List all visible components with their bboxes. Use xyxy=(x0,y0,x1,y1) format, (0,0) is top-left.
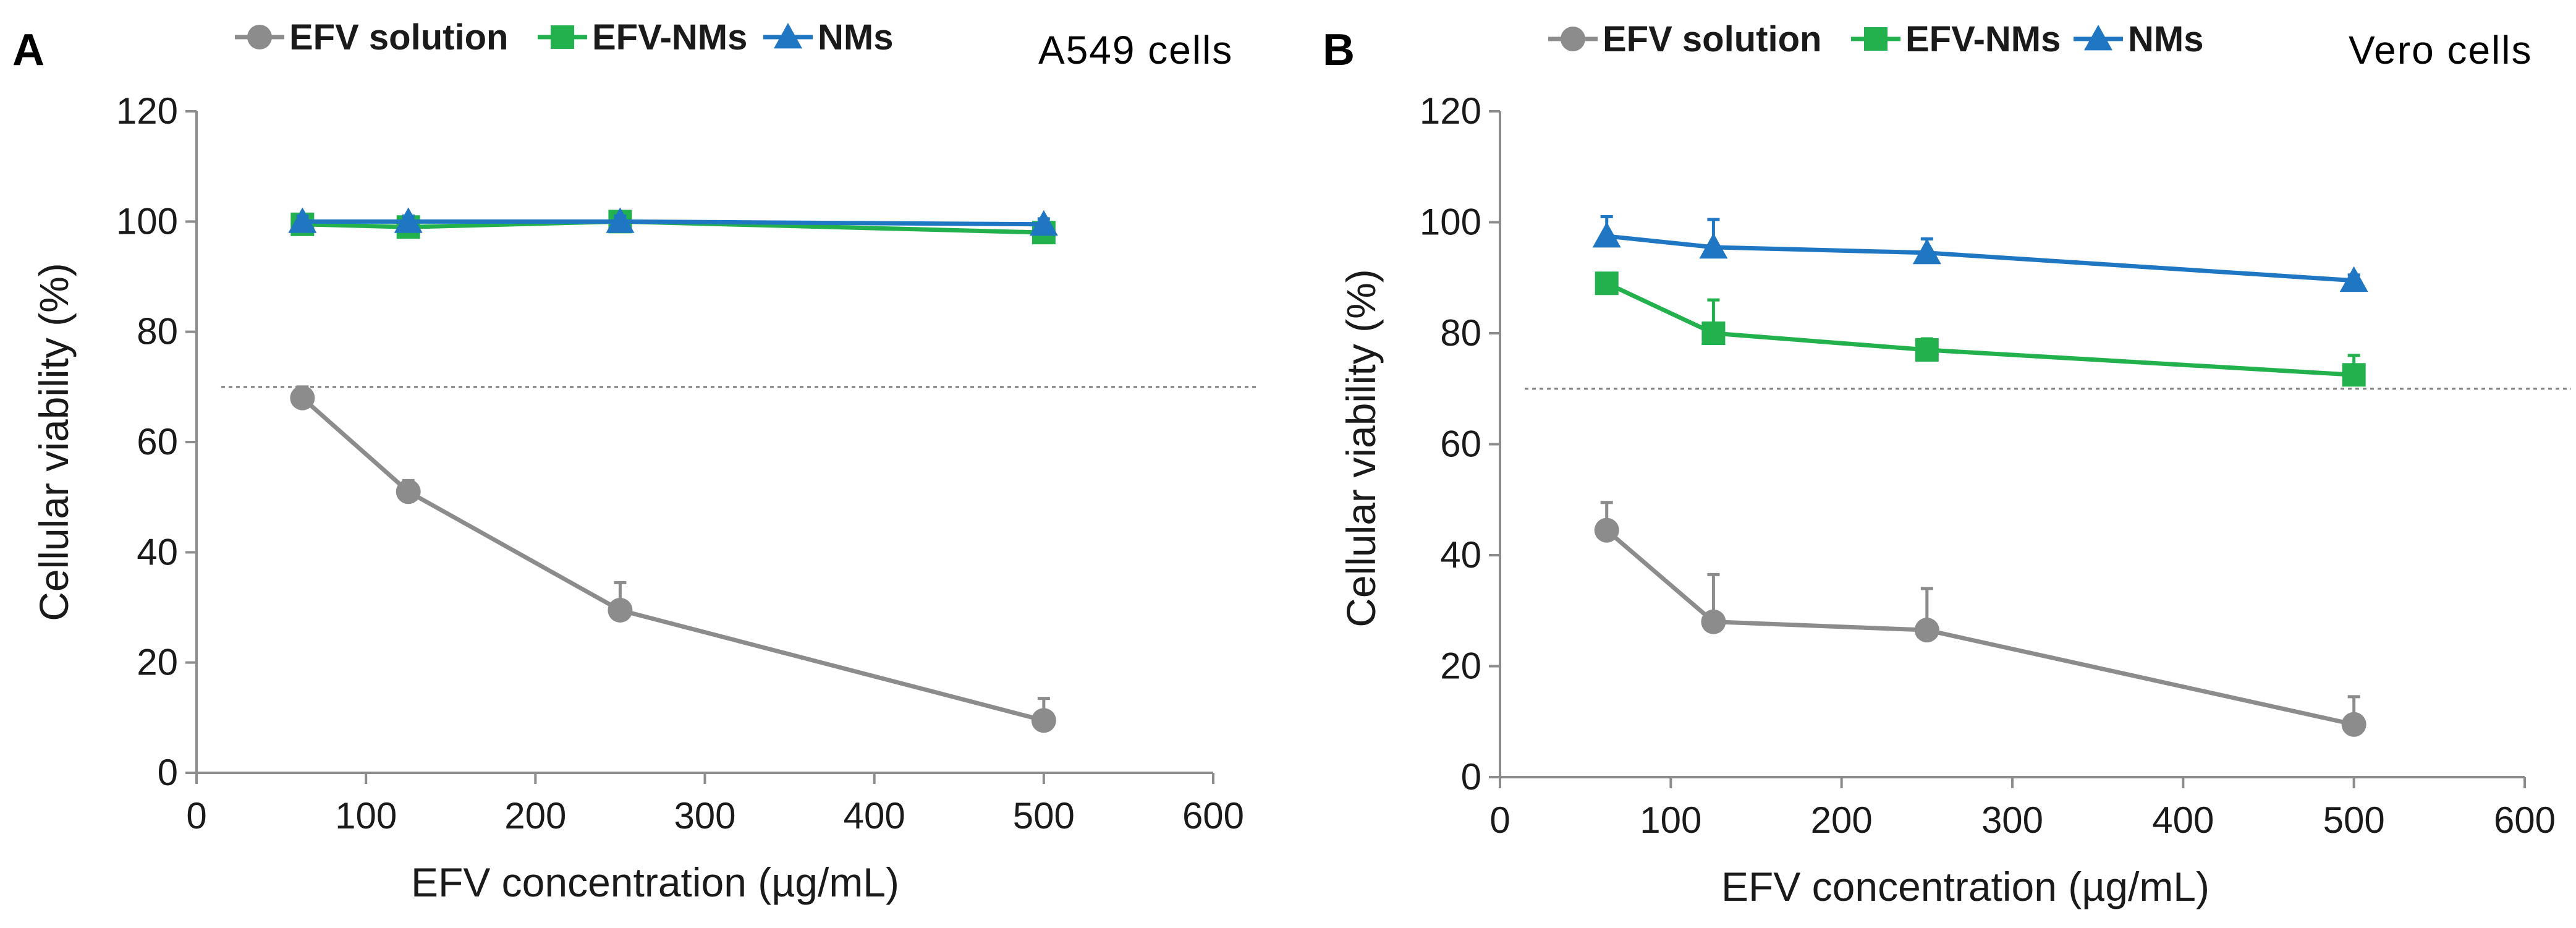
cell-label-a549: A549 cells xyxy=(1038,28,1233,72)
legend-entry: EFV solution xyxy=(1548,19,1821,59)
legend-entry: EFV-NMs xyxy=(538,17,747,57)
x-tick-label: 400 xyxy=(844,795,905,836)
x-tick-label: 300 xyxy=(1981,799,2043,841)
legend-entry: NMs xyxy=(763,17,893,57)
series-line xyxy=(1606,234,2354,283)
panel-label-b: B xyxy=(1323,25,1355,75)
plot-area-b: 0 20 40 60 80 100 120 0 100 200 300 400 500 600 xyxy=(1420,90,2571,841)
plot-area-a: 0 20 40 60 80 100 120 0 100 200 300 400 500 600 xyxy=(116,90,1260,836)
legend-label: EFV solution xyxy=(1603,19,1821,59)
data-point-circle xyxy=(1914,618,1939,643)
y-tick-label: 120 xyxy=(116,90,178,132)
series-line xyxy=(1605,528,2355,727)
x-tick-label: 0 xyxy=(186,795,206,836)
x-tick-label: 200 xyxy=(504,795,566,836)
series-nms xyxy=(288,207,1058,236)
y-axis-title-a: Cellular viability (%) xyxy=(31,263,77,621)
legend-label: NMs xyxy=(818,17,893,57)
series-nms xyxy=(1592,215,2368,292)
x-tick-label: 400 xyxy=(2152,799,2214,841)
data-point-circle xyxy=(2341,712,2366,737)
data-point-circle xyxy=(608,597,633,623)
y-tick-label: 0 xyxy=(158,752,178,793)
series-line xyxy=(302,219,1044,235)
x-tick-label: 0 xyxy=(1489,799,1510,841)
x-tick-label: 500 xyxy=(1013,795,1075,836)
legend-marker-triangle xyxy=(2084,25,2112,51)
series-efv-nms xyxy=(1595,271,2366,387)
x-tick-label: 600 xyxy=(2494,799,2556,841)
x-tick-label: 200 xyxy=(1811,799,1873,841)
legend-marker-circle xyxy=(247,25,272,49)
data-point-circle xyxy=(1031,708,1056,733)
panel-b: B Vero cells EFV solution EFV-NMs NMs 0 20 4… xyxy=(1323,19,2571,909)
y-tick-label: 80 xyxy=(1440,312,1481,354)
x-tick-label: 100 xyxy=(1640,799,1701,841)
cell-label-vero: Vero cells xyxy=(2349,28,2532,72)
legend-marker-triangle xyxy=(774,23,802,49)
y-tick-label: 60 xyxy=(1440,424,1481,465)
y-tick-label: 20 xyxy=(1440,645,1481,687)
x-tick-label: 500 xyxy=(2323,799,2385,841)
x-tick-label: 100 xyxy=(335,795,397,836)
y-tick-label: 40 xyxy=(137,531,178,573)
y-tick-label: 100 xyxy=(1420,202,1481,243)
series-line xyxy=(301,396,1044,723)
series-line xyxy=(1606,281,2354,377)
x-tick-label: 600 xyxy=(1182,795,1244,836)
y-tick-label: 20 xyxy=(137,642,178,683)
data-point-triangle xyxy=(288,207,317,233)
panel-label-a: A xyxy=(12,25,44,75)
y-tick-label: 100 xyxy=(116,200,178,242)
data-point-triangle xyxy=(1592,221,1621,248)
x-axis-title-a: EFV concentration (µg/mL) xyxy=(411,859,899,905)
data-point-triangle xyxy=(394,207,423,233)
series-line xyxy=(302,219,1044,227)
y-axis-title-b: Cellular viability (%) xyxy=(1338,269,1384,627)
panel-a: A A549 cells EFV solution EFV-NMs NMs 0 20 4… xyxy=(12,17,1260,905)
legend-label: EFV-NMs xyxy=(1905,19,2061,59)
legend-entry: NMs xyxy=(2074,19,2203,59)
data-point-square xyxy=(1701,321,1726,345)
data-point-circle xyxy=(1701,609,1726,634)
legend-entry: EFV-NMs xyxy=(1851,19,2061,59)
legend-marker-square xyxy=(551,25,574,49)
y-tick-label: 120 xyxy=(1420,90,1481,132)
data-point-square xyxy=(2342,363,2366,387)
legend-label: EFV-NMs xyxy=(592,17,747,57)
legend-label: NMs xyxy=(2128,19,2203,59)
data-point-triangle xyxy=(2339,266,2368,292)
legend-marker-circle xyxy=(1561,27,1585,51)
data-point-square xyxy=(1915,338,1939,362)
data-point-triangle xyxy=(606,207,635,233)
data-point-triangle xyxy=(1029,210,1058,236)
data-point-square xyxy=(1595,271,1619,296)
data-point-triangle xyxy=(1699,232,1728,259)
data-point-circle xyxy=(1594,517,1619,543)
y-tick-label: 60 xyxy=(137,421,178,462)
legend-label: EFV solution xyxy=(289,17,508,57)
series-efv-solution xyxy=(290,385,1056,733)
y-tick-label: 40 xyxy=(1440,534,1481,576)
data-point-circle xyxy=(396,479,421,504)
legend-marker-square xyxy=(1864,27,1888,51)
legend-b: EFV solution EFV-NMs NMs xyxy=(1548,19,2203,59)
y-tick-label: 0 xyxy=(1461,756,1481,798)
x-tick-label: 300 xyxy=(674,795,735,836)
x-axis-title-b: EFV concentration (µg/mL) xyxy=(1721,864,2210,909)
legend-a: EFV solution EFV-NMs NMs xyxy=(235,17,893,57)
y-tick-label: 80 xyxy=(137,311,178,352)
legend-entry: EFV solution xyxy=(235,17,508,57)
series-efv-solution xyxy=(1594,501,2366,737)
data-point-circle xyxy=(290,385,315,411)
data-point-triangle xyxy=(1912,238,1941,265)
